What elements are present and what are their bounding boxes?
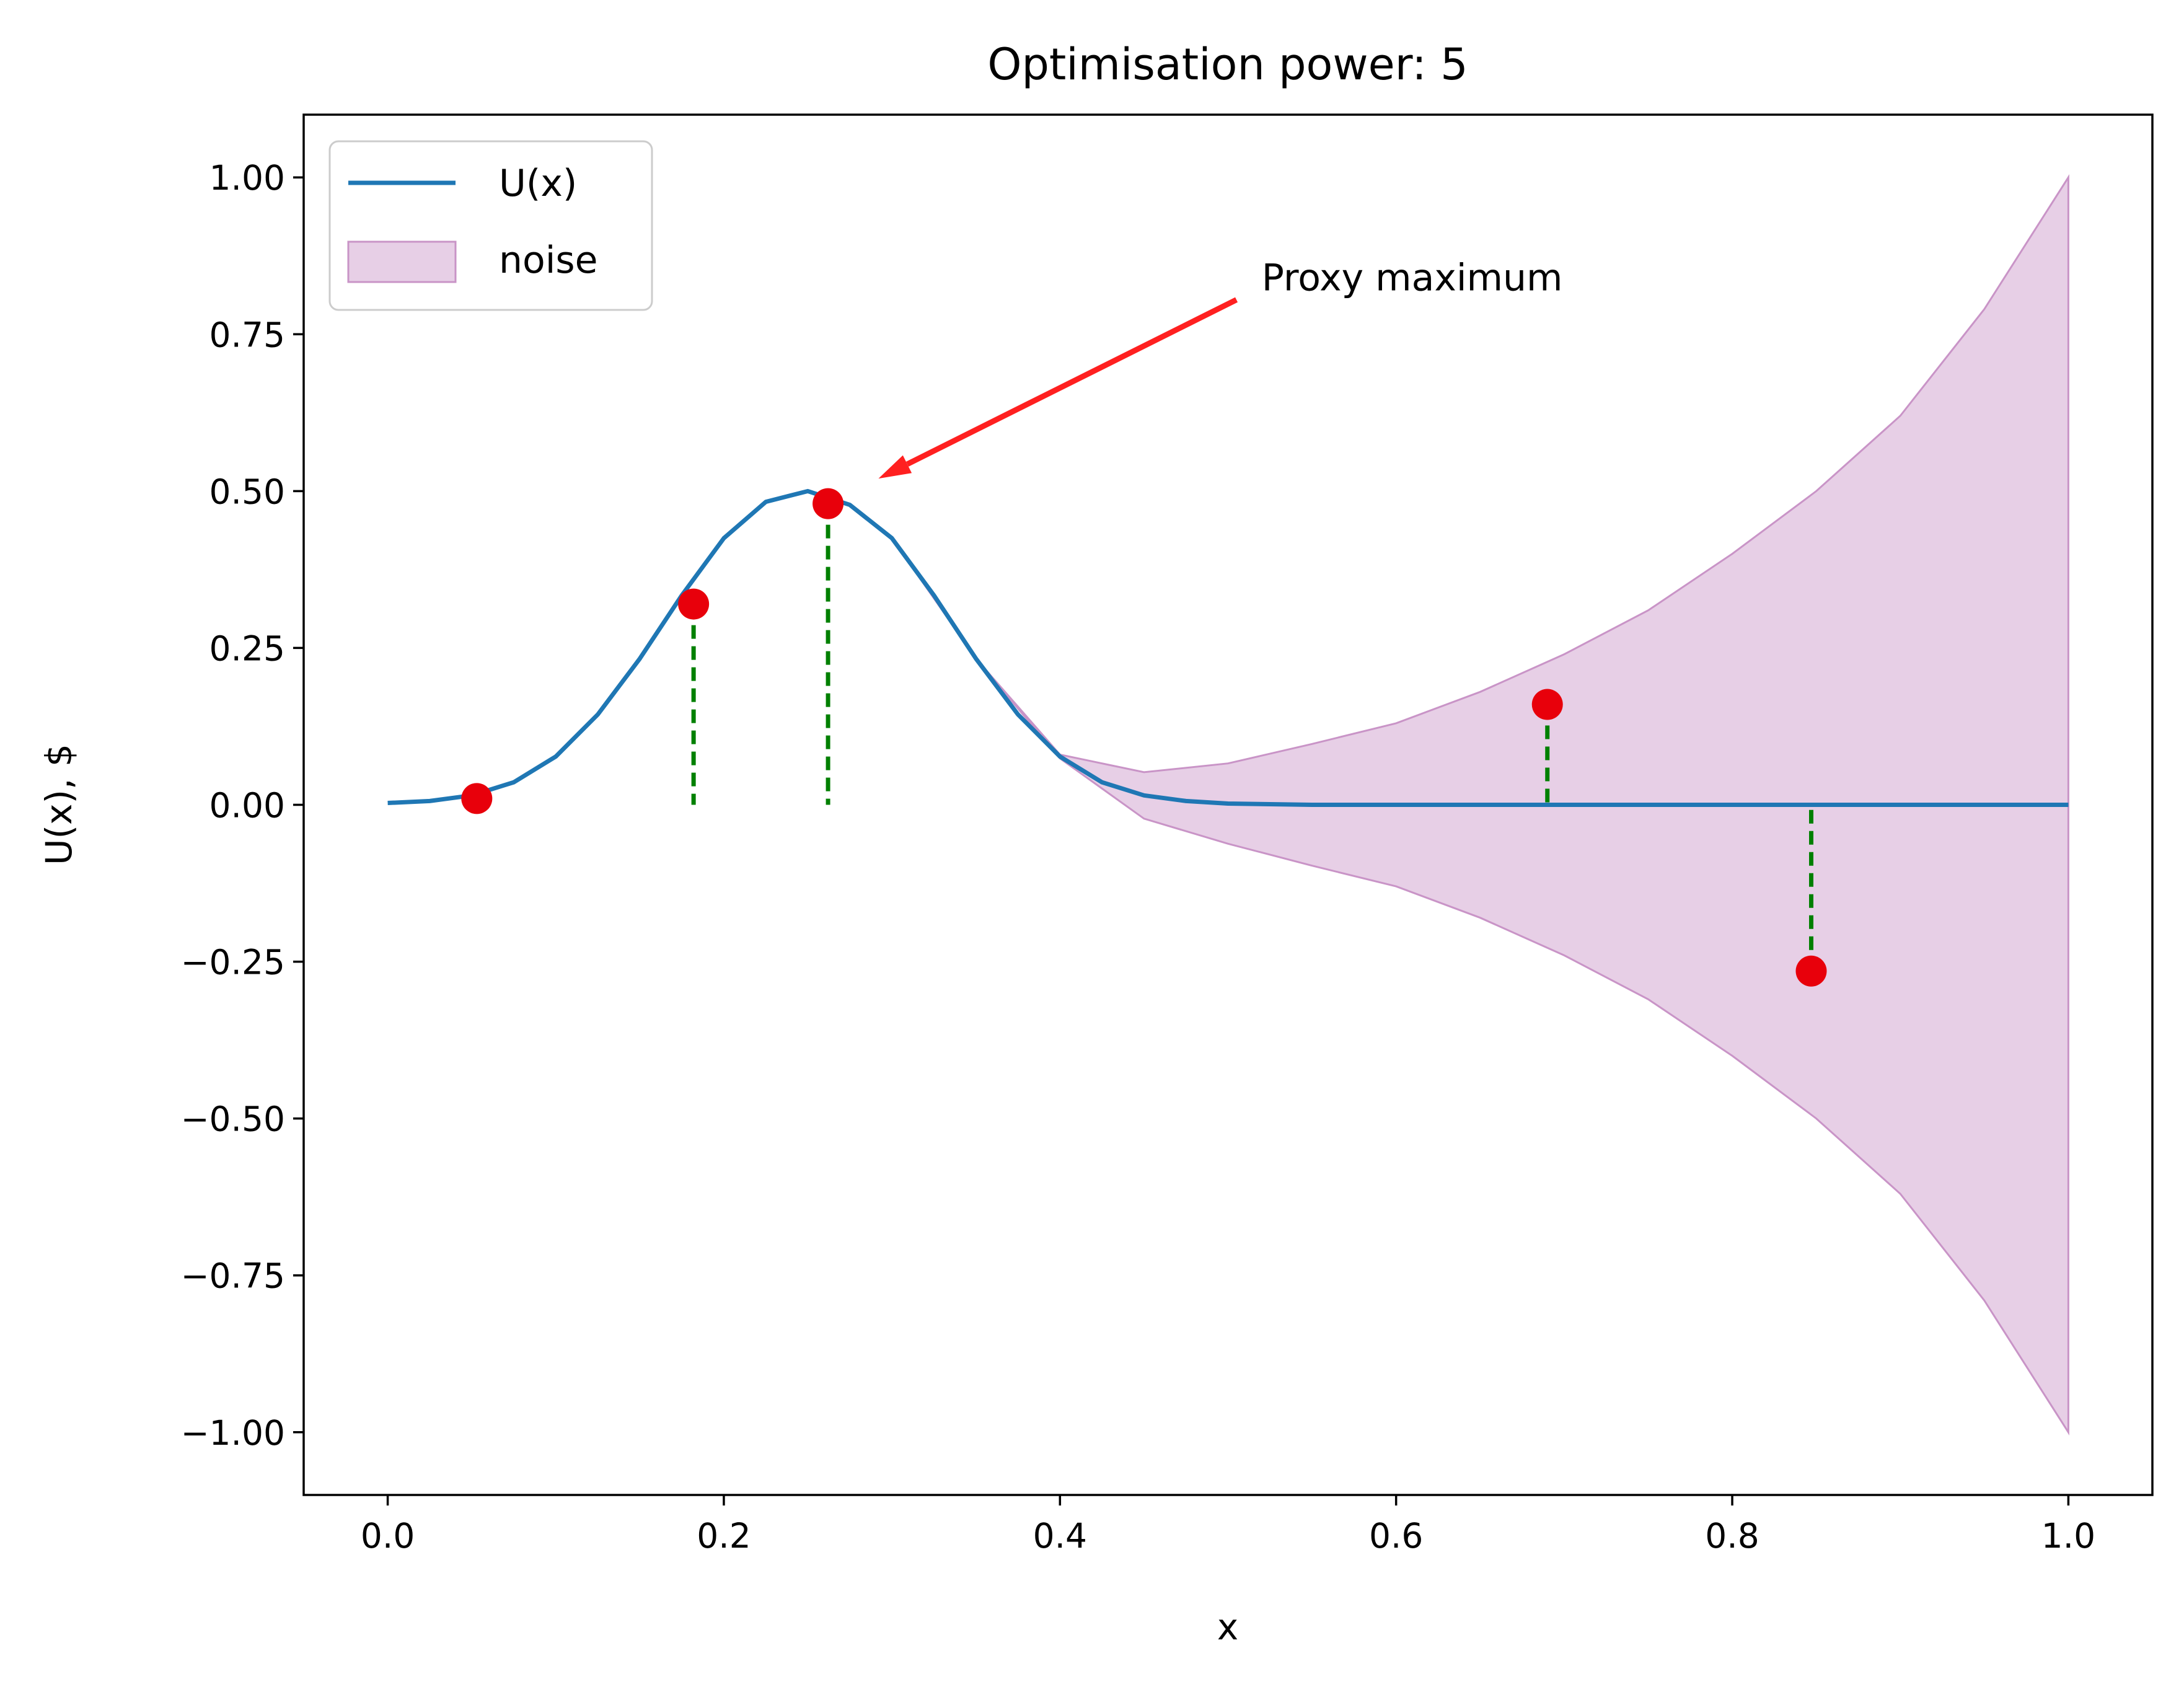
legend: U(x) noise xyxy=(328,140,653,311)
x-axis: 0.0 0.2 0.4 0.6 0.8 1.0 xyxy=(361,1495,2095,1556)
y-tick-label: 0.25 xyxy=(209,628,285,668)
sample-point-3 xyxy=(812,488,844,519)
x-tick-label: 0.4 xyxy=(1033,1516,1087,1556)
x-tick-label: 0.2 xyxy=(697,1516,751,1556)
annotation-arrow-shaft xyxy=(905,297,1238,467)
y-tick-label: 0.00 xyxy=(209,786,285,826)
legend-swatch-noise xyxy=(347,240,457,283)
y-tick-label: −0.50 xyxy=(180,1100,285,1139)
y-axis: 1.00 0.75 0.50 0.25 0.00 −0.25 −0.50 −0.75 −1.00 xyxy=(180,158,304,1453)
y-tick-label: 0.50 xyxy=(209,472,285,511)
annotation-arrow-head xyxy=(878,455,912,479)
y-tick-label: −0.25 xyxy=(180,943,285,982)
legend-frame xyxy=(328,140,653,311)
u-x-line xyxy=(387,488,2069,807)
x-tick-label: 0.0 xyxy=(361,1516,415,1556)
y-axis-label: U(x), $ xyxy=(38,744,80,865)
x-tick-label: 0.8 xyxy=(1705,1516,1759,1556)
sample-point-1 xyxy=(461,783,493,814)
annotation: Proxy maximum xyxy=(878,256,1563,479)
sample-point-4 xyxy=(1531,689,1563,720)
plot-area xyxy=(387,174,2069,1435)
sample-point-2 xyxy=(678,588,710,620)
chart-title: Optimisation power: 5 xyxy=(987,39,1468,90)
legend-label-noise: noise xyxy=(499,239,598,282)
y-tick-label: 0.75 xyxy=(209,315,285,355)
y-tick-label: −0.75 xyxy=(180,1256,285,1296)
x-tick-label: 1.0 xyxy=(2041,1516,2095,1556)
x-axis-label: x xyxy=(1217,1606,1238,1648)
legend-label-u-x: U(x) xyxy=(499,162,577,205)
sample-point-5 xyxy=(1795,955,1827,987)
x-tick-label: 0.6 xyxy=(1369,1516,1423,1556)
annotation-label: Proxy maximum xyxy=(1262,256,1563,299)
y-tick-label: 1.00 xyxy=(209,158,285,198)
y-tick-label: −1.00 xyxy=(180,1413,285,1453)
